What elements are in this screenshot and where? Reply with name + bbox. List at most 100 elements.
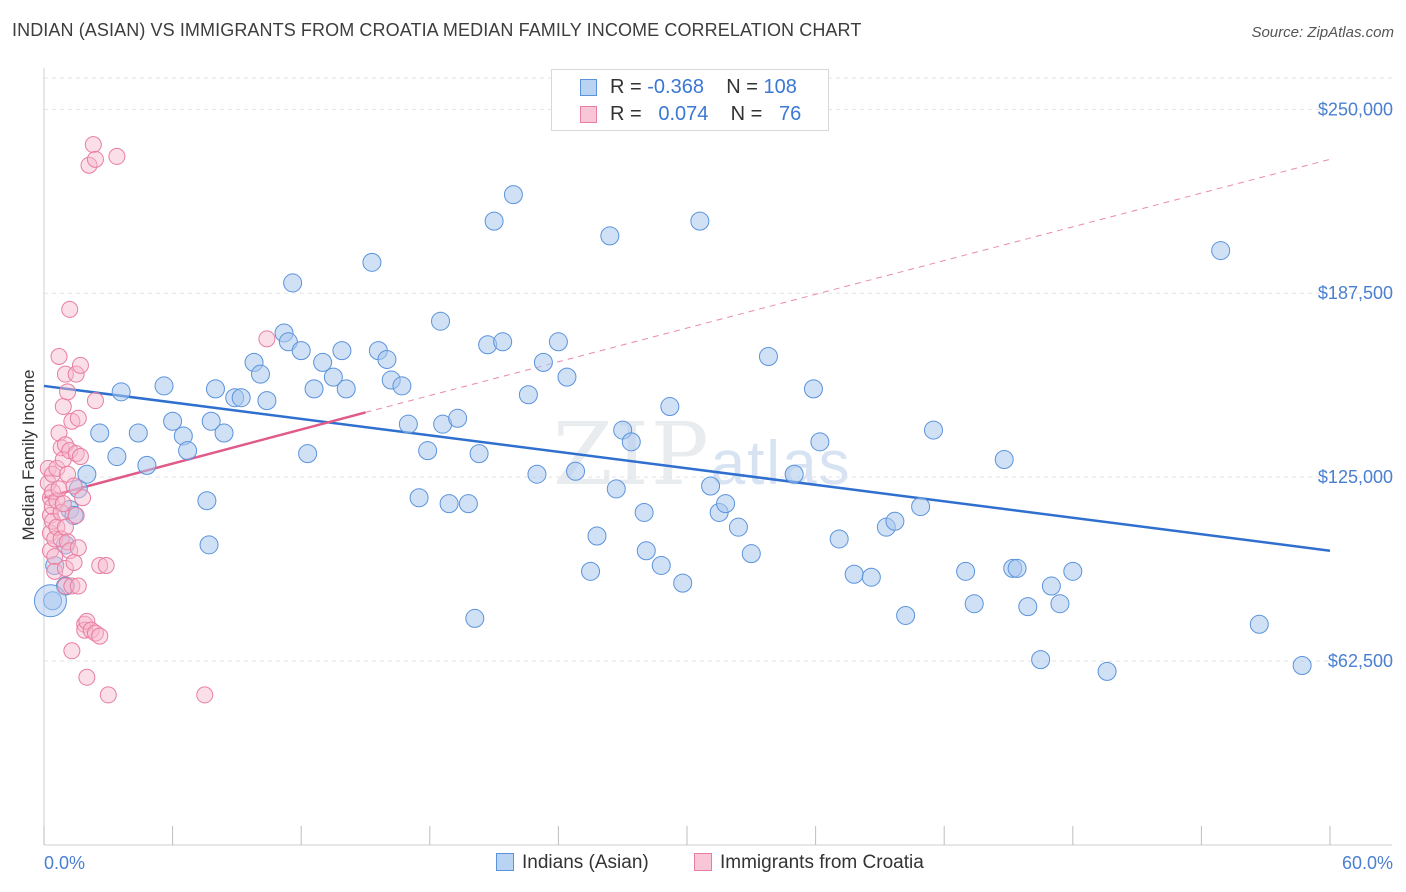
point-indians	[231, 388, 251, 408]
point-indians	[634, 502, 654, 522]
point-indians	[587, 526, 607, 546]
point-croatia	[86, 392, 104, 410]
point-indians	[621, 432, 641, 452]
bottom-legend-swatch-pink	[694, 853, 712, 871]
point-croatia	[54, 398, 72, 416]
point-croatia	[46, 548, 64, 566]
point-indians	[581, 561, 601, 581]
point-indians	[465, 608, 485, 628]
point-indians	[68, 479, 88, 499]
point-croatia	[61, 300, 79, 318]
point-indians	[518, 385, 538, 405]
point-indians	[45, 555, 65, 575]
point-indians	[1097, 661, 1117, 681]
bottom-legend-label-indians: Indians (Asian)	[522, 852, 649, 873]
point-indians	[163, 411, 183, 431]
point-croatia	[99, 686, 117, 704]
point-croatia	[59, 383, 77, 401]
point-indians	[636, 541, 656, 561]
y-tick-label: $187,500	[1318, 283, 1393, 303]
point-indians	[557, 367, 577, 387]
legend-n-value: 76	[779, 103, 802, 125]
point-indians	[250, 364, 270, 384]
point-croatia	[54, 495, 72, 513]
legend-swatch-pink	[580, 106, 597, 123]
point-indians	[956, 561, 976, 581]
point-indians	[606, 479, 626, 499]
point-indians	[291, 341, 311, 361]
point-indians	[803, 379, 823, 399]
point-indians	[199, 535, 219, 555]
point-croatia	[56, 518, 74, 536]
bottom-legend-swatch-blue	[496, 853, 514, 871]
point-indians	[409, 488, 429, 508]
trend-line-croatia-extension	[365, 158, 1331, 413]
point-croatia	[48, 459, 66, 477]
y-tick-label: $250,000	[1318, 99, 1393, 119]
trend-line-indians	[43, 384, 1331, 552]
point-croatia	[196, 686, 214, 704]
point-croatia	[67, 365, 85, 383]
point-indians	[548, 332, 568, 352]
point-indians	[1249, 614, 1269, 634]
point-croatia	[50, 348, 68, 366]
axes	[43, 68, 1392, 846]
point-indians	[298, 444, 318, 464]
point-indians	[566, 461, 586, 481]
point-indians	[1018, 597, 1038, 617]
point-croatia	[80, 156, 98, 174]
chart-title: INDIAN (ASIAN) VS IMMIGRANTS FROM CROATI…	[12, 20, 862, 40]
point-indians	[600, 226, 620, 246]
data-points	[33, 136, 1312, 704]
point-indians	[527, 464, 547, 484]
point-croatia	[258, 330, 276, 348]
point-indians	[197, 491, 217, 511]
point-indians	[77, 464, 97, 484]
point-indians	[1007, 558, 1027, 578]
point-indians	[398, 414, 418, 434]
point-croatia	[56, 577, 74, 595]
point-indians	[448, 408, 468, 428]
point-indians	[484, 211, 504, 231]
point-indians	[1050, 594, 1070, 614]
point-indians	[332, 341, 352, 361]
y-axis-label: Median Family Income	[19, 369, 38, 540]
point-indians	[923, 420, 943, 440]
point-croatia	[50, 480, 68, 498]
point-croatia	[65, 477, 83, 495]
point-indians	[716, 494, 736, 514]
point-indians	[214, 423, 234, 443]
legend-n-label: N =	[726, 76, 758, 98]
point-indians	[690, 211, 710, 231]
source-label: Source: ZipAtlas.com	[1251, 24, 1394, 41]
point-indians	[137, 455, 157, 475]
point-indians	[758, 347, 778, 367]
bottom-legend-croatia: Immigrants from Croatia	[694, 852, 924, 874]
point-indians	[90, 423, 110, 443]
point-indians	[283, 273, 303, 293]
point-indians	[431, 311, 451, 331]
point-indians	[728, 517, 748, 537]
point-indians	[896, 605, 916, 625]
y-tick-label: $125,000	[1318, 467, 1393, 487]
legend-r-label: R =	[610, 76, 642, 98]
point-indians	[660, 397, 680, 417]
point-croatia	[86, 150, 104, 168]
point-croatia	[108, 147, 126, 165]
point-indians	[377, 349, 397, 369]
point-indians	[201, 411, 221, 431]
point-croatia	[69, 409, 87, 427]
point-croatia	[84, 136, 102, 154]
point-indians	[178, 441, 198, 461]
point-croatia	[63, 577, 81, 595]
point-indians	[128, 423, 148, 443]
point-indians	[392, 376, 412, 396]
point-indians	[336, 379, 356, 399]
point-indians-large	[33, 584, 67, 618]
point-indians	[1041, 576, 1061, 596]
point-indians	[107, 447, 127, 467]
point-indians	[741, 544, 761, 564]
point-indians	[885, 511, 905, 531]
point-indians	[304, 379, 324, 399]
